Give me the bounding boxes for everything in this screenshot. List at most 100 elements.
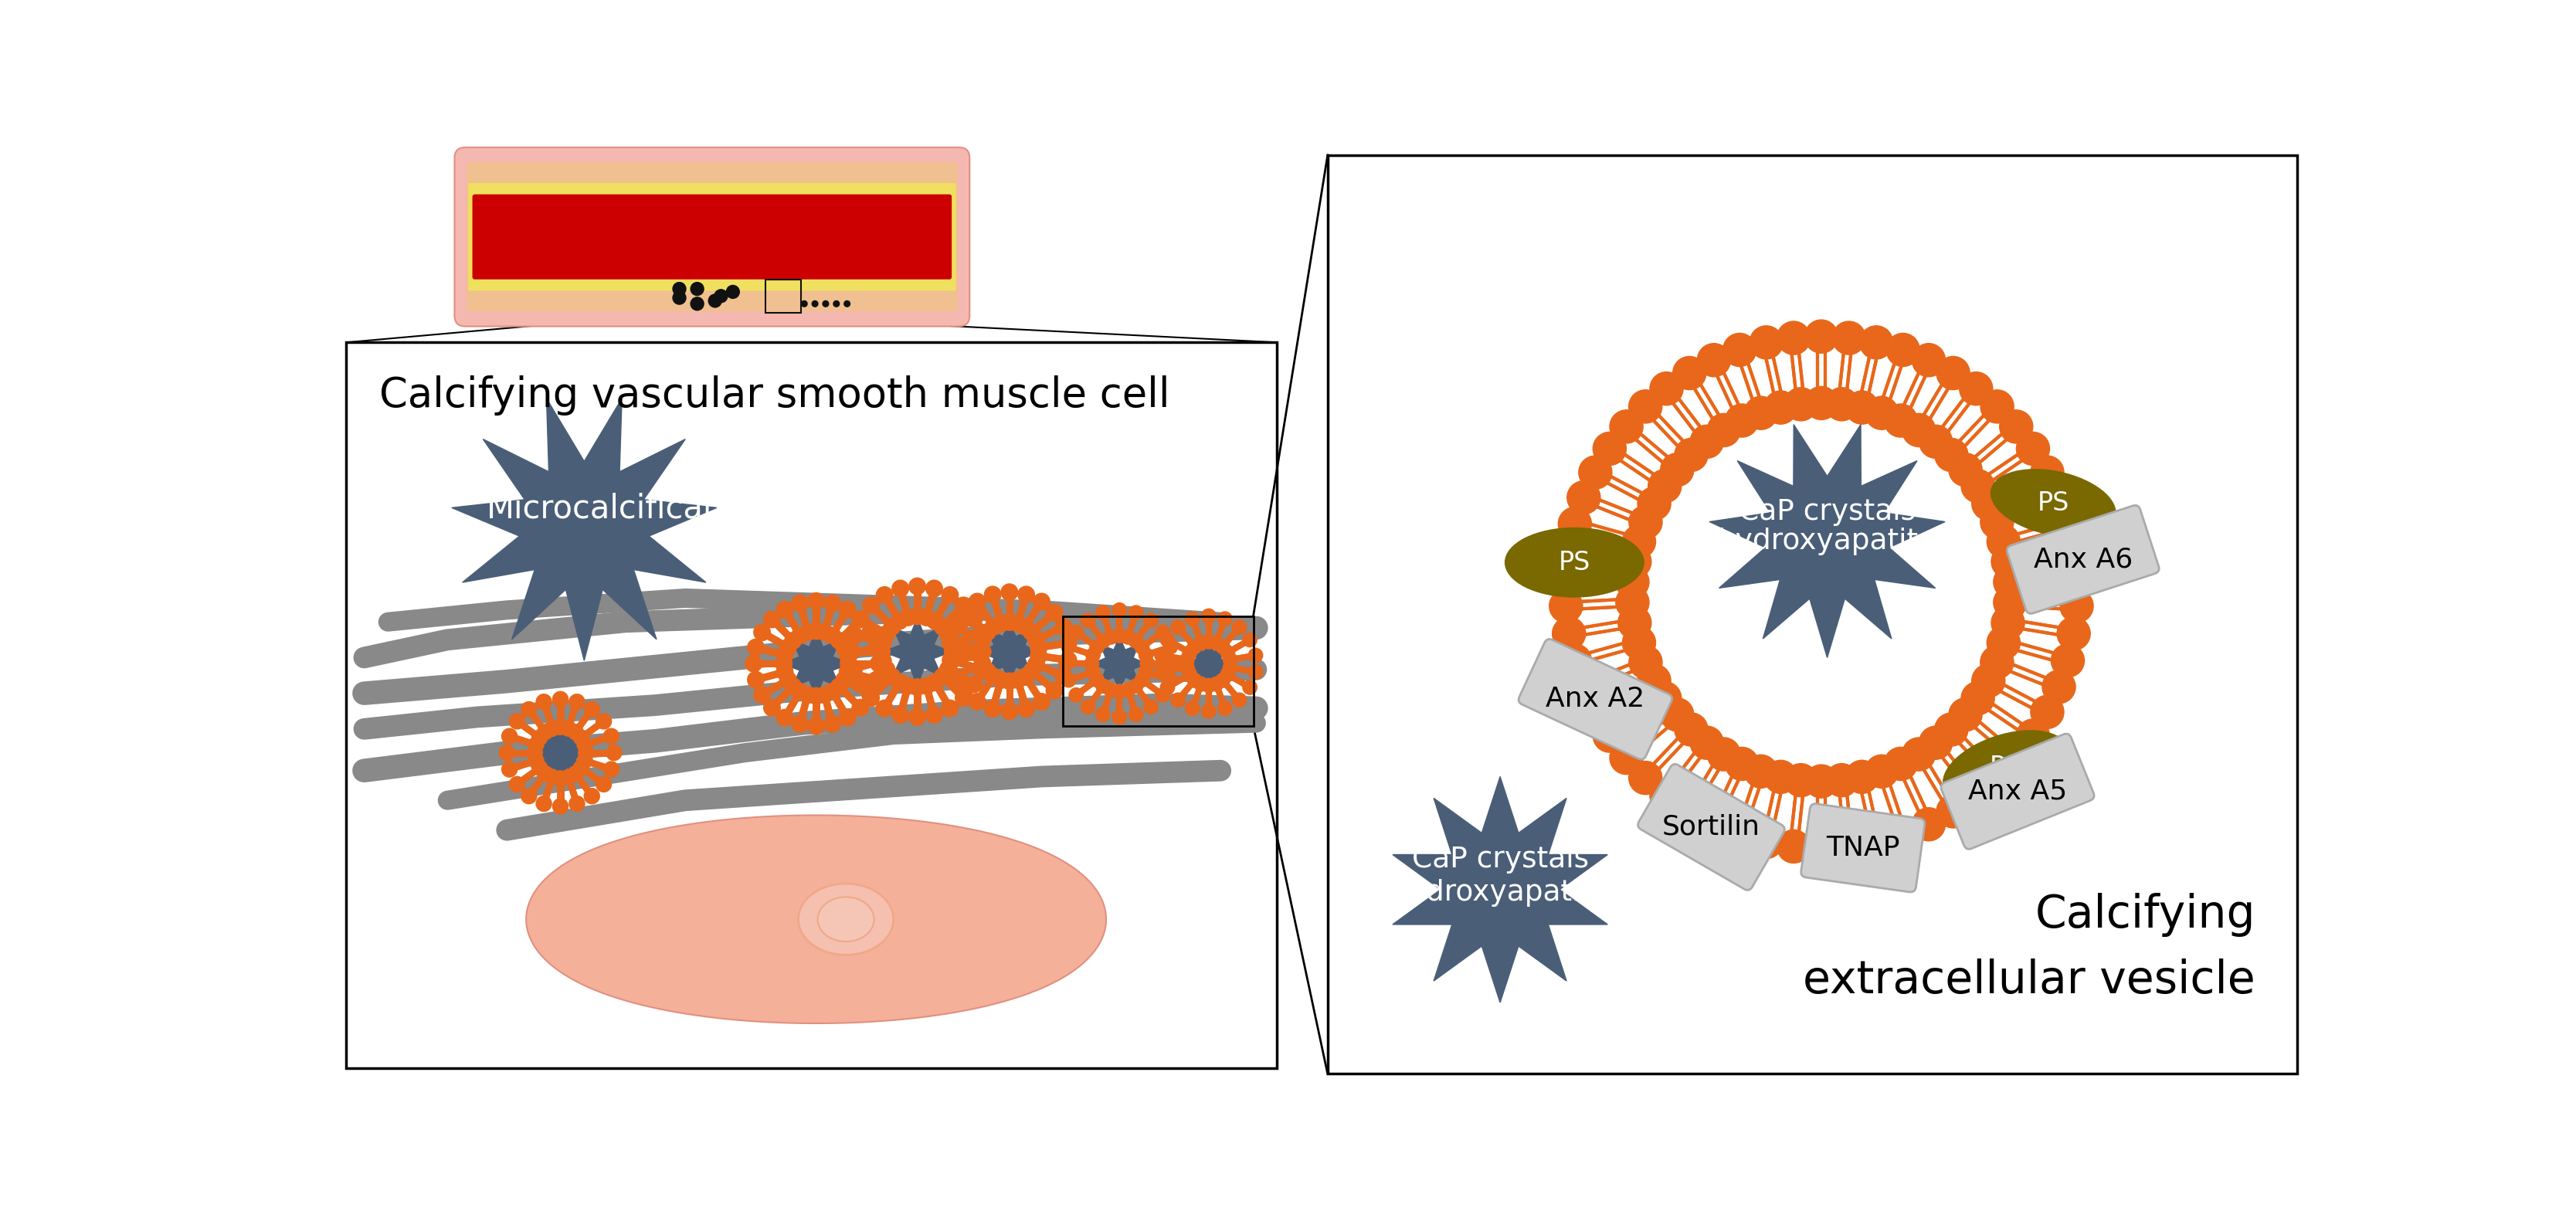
Circle shape (891, 674, 907, 691)
Text: Anx A2: Anx A2 (1546, 686, 1646, 713)
Circle shape (520, 788, 536, 804)
Circle shape (832, 678, 848, 694)
Circle shape (1785, 387, 1819, 421)
Circle shape (520, 702, 536, 717)
FancyBboxPatch shape (1801, 804, 1924, 892)
Circle shape (899, 677, 917, 694)
Circle shape (554, 720, 569, 734)
Circle shape (585, 788, 600, 804)
Circle shape (1723, 817, 1757, 851)
Circle shape (1558, 644, 1592, 677)
Circle shape (2058, 616, 2089, 650)
Circle shape (1991, 544, 2025, 579)
Polygon shape (781, 628, 850, 698)
Circle shape (853, 610, 868, 627)
Circle shape (1937, 794, 1971, 828)
Circle shape (824, 594, 840, 611)
Circle shape (1172, 620, 1185, 635)
Circle shape (554, 799, 569, 814)
Circle shape (500, 745, 515, 760)
Circle shape (755, 687, 770, 703)
Text: Calcifying: Calcifying (2035, 893, 2257, 937)
Circle shape (943, 653, 961, 669)
Circle shape (1188, 674, 1203, 687)
Circle shape (775, 664, 793, 681)
Circle shape (1028, 655, 1046, 672)
Circle shape (1638, 664, 1672, 698)
Circle shape (1628, 646, 1662, 678)
Circle shape (708, 295, 721, 307)
Circle shape (603, 761, 618, 777)
Circle shape (1195, 677, 1208, 692)
Circle shape (1200, 704, 1216, 719)
Circle shape (809, 622, 824, 639)
Circle shape (544, 770, 559, 784)
Circle shape (1548, 561, 1582, 596)
Circle shape (1159, 680, 1175, 694)
Circle shape (577, 753, 592, 769)
Circle shape (1672, 357, 1705, 390)
Circle shape (943, 635, 961, 650)
FancyBboxPatch shape (466, 162, 958, 312)
Circle shape (840, 655, 858, 672)
Circle shape (1218, 702, 1231, 715)
Circle shape (562, 721, 577, 736)
Circle shape (2050, 644, 2084, 677)
Circle shape (1128, 633, 1144, 648)
Circle shape (840, 647, 855, 664)
Circle shape (502, 728, 518, 744)
Circle shape (1971, 664, 2004, 698)
Circle shape (562, 770, 577, 784)
Circle shape (1224, 660, 1236, 675)
Circle shape (979, 624, 994, 641)
Circle shape (1136, 672, 1149, 687)
Circle shape (1061, 639, 1077, 654)
Circle shape (755, 624, 770, 641)
Circle shape (1919, 726, 1953, 759)
Text: Sortilin: Sortilin (1662, 814, 1759, 840)
Circle shape (1615, 565, 1649, 598)
Circle shape (840, 602, 855, 618)
Circle shape (1018, 586, 1036, 603)
Circle shape (1960, 469, 1994, 503)
Circle shape (690, 297, 703, 311)
Circle shape (956, 597, 971, 614)
Circle shape (1749, 826, 1783, 859)
Text: PS: PS (2038, 490, 2069, 515)
Circle shape (1023, 624, 1041, 641)
Circle shape (1182, 667, 1198, 682)
Circle shape (1018, 700, 1036, 717)
Circle shape (538, 766, 554, 781)
Circle shape (1824, 764, 1857, 797)
Circle shape (1610, 410, 1643, 443)
Circle shape (876, 635, 891, 650)
Circle shape (1002, 703, 1018, 720)
Circle shape (1082, 699, 1095, 714)
Circle shape (2030, 456, 2063, 490)
Circle shape (786, 678, 801, 694)
Circle shape (1159, 632, 1175, 647)
Circle shape (1200, 635, 1216, 649)
Circle shape (817, 624, 832, 641)
Circle shape (574, 760, 590, 776)
Circle shape (1981, 505, 2014, 538)
Circle shape (884, 669, 902, 685)
Circle shape (1785, 764, 1819, 797)
Circle shape (1185, 611, 1200, 626)
Circle shape (528, 737, 544, 753)
Circle shape (1218, 611, 1231, 626)
Circle shape (863, 687, 878, 703)
Circle shape (1649, 371, 1682, 406)
FancyBboxPatch shape (2007, 505, 2159, 614)
Circle shape (554, 692, 569, 706)
Circle shape (1059, 657, 1074, 671)
Circle shape (971, 660, 989, 677)
Circle shape (1033, 693, 1051, 710)
Circle shape (863, 689, 878, 706)
Circle shape (1103, 630, 1118, 644)
Circle shape (853, 699, 868, 716)
Circle shape (1981, 646, 2014, 678)
Circle shape (1991, 607, 2025, 639)
Circle shape (927, 613, 943, 630)
Circle shape (1690, 726, 1723, 759)
